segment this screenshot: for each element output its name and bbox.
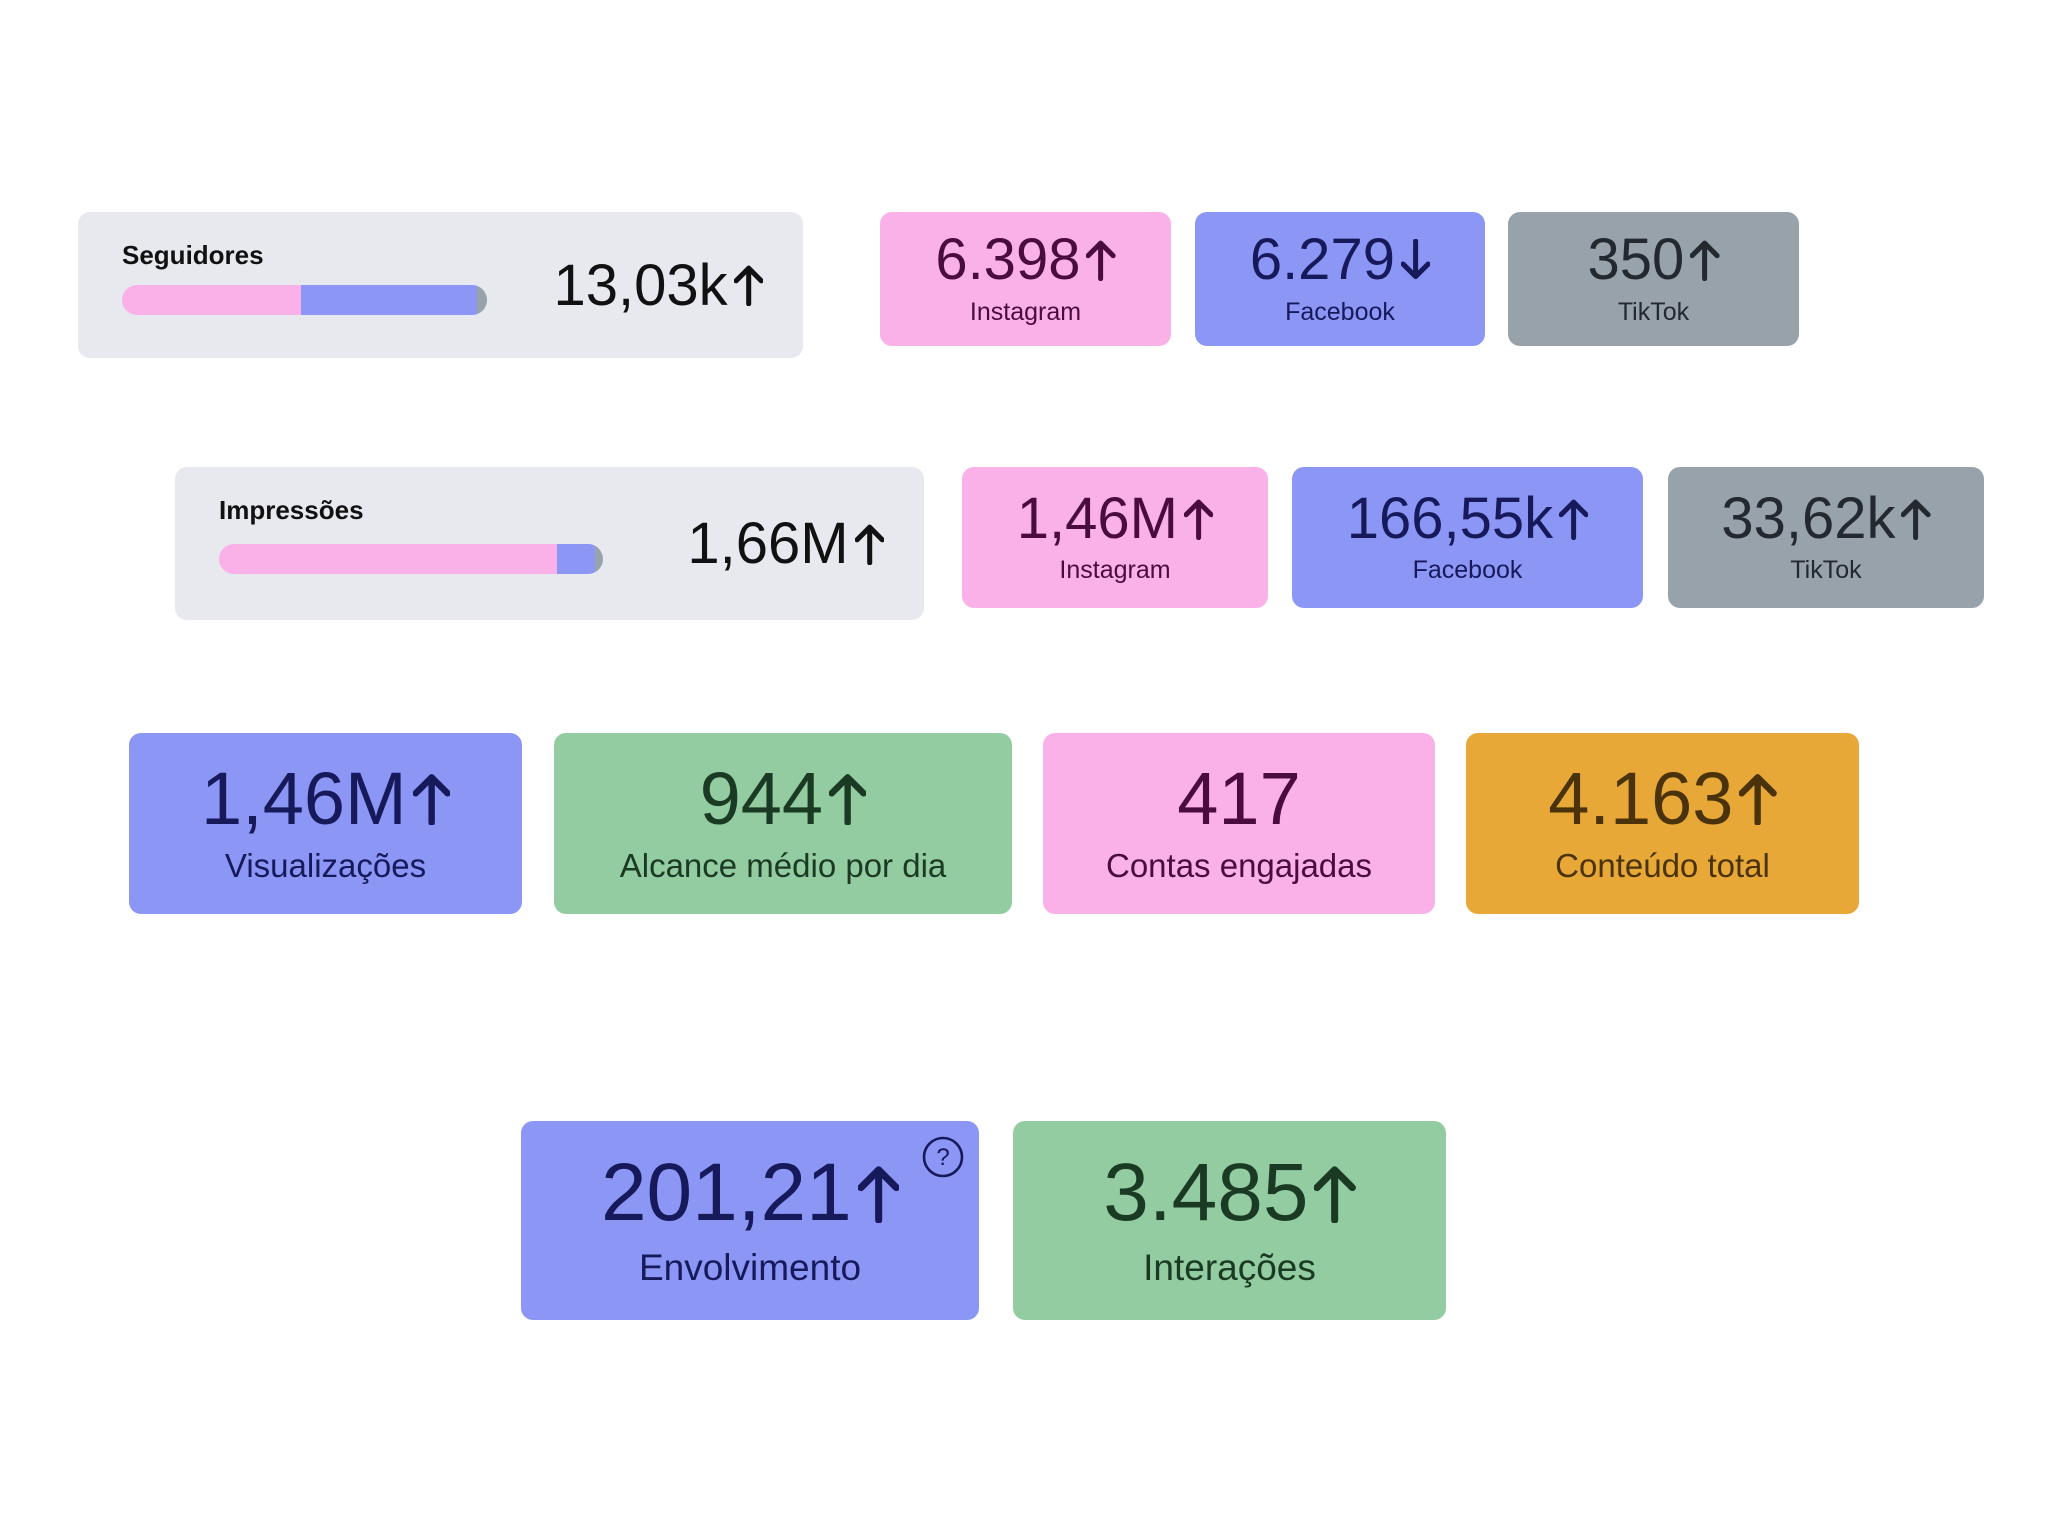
metric-card: 1,46M Instagram <box>962 467 1268 608</box>
metric-label: Conteúdo total <box>1555 847 1770 885</box>
trend-arrow-up <box>733 265 763 306</box>
metric-value: 417 <box>1177 756 1301 840</box>
metric-card: 4.163 Conteúdo total <box>1466 733 1859 914</box>
metric-card: 6.279 Facebook <box>1195 212 1485 346</box>
metric-card: 33,62k TikTok <box>1668 467 1984 608</box>
total-value: 1,66M <box>687 511 849 576</box>
help-icon[interactable]: ? <box>921 1135 965 1179</box>
trend-arrow-up <box>1314 1165 1356 1223</box>
share-segment <box>301 285 478 315</box>
value-row: 1,46M <box>201 756 450 840</box>
value-row: 3.485 <box>1103 1152 1356 1234</box>
svg-text:?: ? <box>936 1144 949 1171</box>
share-segment <box>122 285 302 315</box>
trend-arrow-up <box>1559 499 1589 540</box>
share-bar <box>219 543 603 574</box>
metric-card: 201,21 Envolvimento? <box>521 1121 979 1320</box>
trend-arrow-up <box>1183 499 1214 540</box>
metric-label: Interações <box>1143 1246 1316 1288</box>
metric-value: 166,55k <box>1346 485 1554 551</box>
metric-label: Envolvimento <box>638 1246 862 1288</box>
value-row: 1,46M <box>1016 485 1214 551</box>
share-segment <box>219 543 557 574</box>
trend-arrow-up <box>1086 240 1116 281</box>
value-row: 33,62k <box>1721 485 1931 551</box>
trend-arrow-down <box>1400 239 1431 280</box>
share-segment <box>477 285 487 315</box>
metric-value: 33,62k <box>1721 485 1896 551</box>
metric-label: Alcance médio por dia <box>619 847 947 885</box>
metric-card: 944 Alcance médio por dia <box>554 733 1012 914</box>
summary-card: Seguidores 13,03k <box>78 212 803 358</box>
trend-arrow-up <box>829 774 867 826</box>
trend-arrow-up <box>1901 499 1931 540</box>
metric-card: 1,46M Visualizações <box>129 733 522 914</box>
metric-value: 6.279 <box>1249 227 1395 293</box>
value-row: 166,55k <box>1346 485 1589 551</box>
metric-value: 1,46M <box>1016 485 1178 551</box>
metric-card: 166,55k Facebook <box>1292 467 1643 608</box>
share-segment <box>556 543 596 574</box>
metric-label: TikTok <box>1617 297 1690 326</box>
metric-value: 6.398 <box>935 227 1081 293</box>
metric-card: 6.398 Instagram <box>880 212 1171 346</box>
value-row: 6.279 <box>1249 227 1431 293</box>
metric-card: 417 Contas engajadas <box>1043 733 1435 914</box>
metric-label: Instagram <box>969 297 1082 326</box>
metric-value: 3.485 <box>1103 1147 1309 1239</box>
metric-label: Facebook <box>1285 297 1395 326</box>
summary-card: Impressões 1,66M <box>175 467 924 620</box>
value-row: 350 <box>1588 231 1720 289</box>
metric-value: 1,46M <box>201 756 407 840</box>
value-row: 417 <box>1177 756 1301 840</box>
metric-label: Contas engajadas <box>1105 847 1373 885</box>
summary-total: 1,66M <box>687 467 884 620</box>
value-row: 944 <box>699 756 867 840</box>
summary-title: Seguidores <box>122 240 264 270</box>
metric-card: 3.485 Interações <box>1013 1121 1446 1320</box>
trend-arrow-up <box>857 1165 900 1223</box>
share-bar <box>122 285 487 315</box>
metric-value: 944 <box>699 756 824 840</box>
metric-value: 350 <box>1587 227 1685 293</box>
metric-label: Facebook <box>1412 556 1523 585</box>
metric-label: Visualizações <box>224 847 427 885</box>
share-segment <box>595 543 603 574</box>
metric-label: Instagram <box>1059 556 1171 585</box>
value-row: 6.398 <box>935 227 1116 293</box>
metric-card: 350 TikTok <box>1508 212 1799 346</box>
metric-label: TikTok <box>1790 556 1862 585</box>
summary-title: Impressões <box>219 495 364 525</box>
metric-value: 4.163 <box>1548 756 1734 840</box>
trend-arrow-up <box>1739 774 1777 826</box>
summary-total: 13,03k <box>553 212 763 358</box>
trend-arrow-up <box>1690 240 1720 281</box>
trend-arrow-up <box>854 524 884 565</box>
value-row: 201,21 <box>600 1147 900 1239</box>
metric-value: 201,21 <box>600 1147 852 1239</box>
trend-arrow-up <box>412 774 450 826</box>
total-value: 13,03k <box>553 252 728 318</box>
value-row: 4.163 <box>1548 756 1777 840</box>
